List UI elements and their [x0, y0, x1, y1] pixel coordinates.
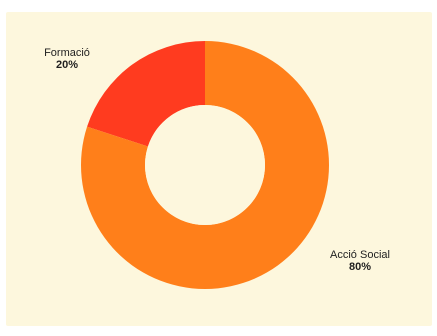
- donut-slice-accio-social: [81, 41, 329, 289]
- slice-percent-accio-social: 80%: [348, 261, 372, 273]
- slice-label-accio-social: Acció Social 80%: [318, 249, 402, 273]
- slice-name-formacio: Formació: [44, 47, 90, 59]
- slice-label-formacio: Formació 20%: [32, 47, 102, 71]
- donut-slice-formacio: [87, 40, 205, 147]
- donut-hole: [145, 105, 265, 225]
- slice-name-accio-social: Acció Social: [330, 249, 390, 261]
- slice-percent-formacio: 20%: [55, 59, 79, 71]
